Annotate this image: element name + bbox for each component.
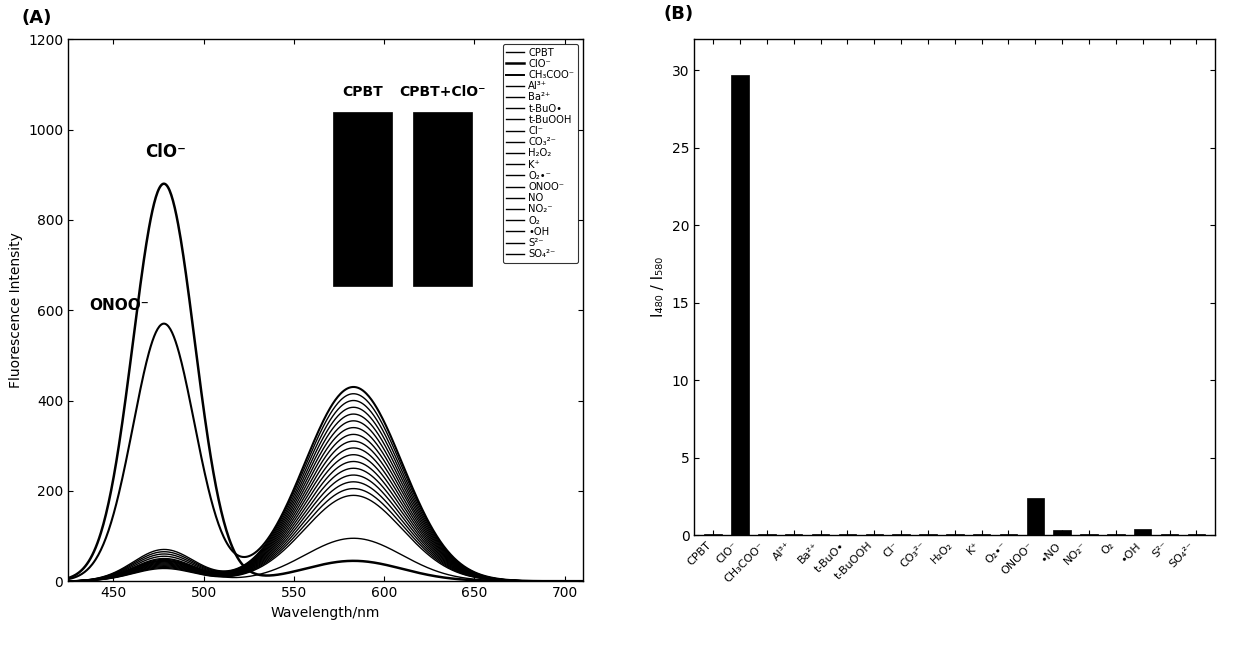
Bar xyxy=(919,534,936,535)
Bar xyxy=(1188,534,1205,535)
Bar xyxy=(758,534,775,535)
Text: CPBT: CPBT xyxy=(342,85,383,99)
Bar xyxy=(838,534,856,535)
Bar xyxy=(866,534,883,535)
Bar xyxy=(1135,529,1152,535)
Text: (A): (A) xyxy=(22,9,52,27)
Bar xyxy=(1054,530,1071,535)
Bar xyxy=(334,112,392,286)
Bar xyxy=(1161,534,1178,535)
Bar xyxy=(999,534,1017,535)
Bar xyxy=(413,112,472,286)
Bar xyxy=(893,534,910,535)
Bar xyxy=(1027,498,1044,535)
Bar xyxy=(946,534,963,535)
X-axis label: Wavelength/nm: Wavelength/nm xyxy=(270,605,381,620)
Legend: CPBT, ClO⁻, CH₃COO⁻, Al³⁺, Ba²⁺, t-BuO•, t-BuOOH, Cl⁻, CO₃²⁻, H₂O₂, K⁺, O₂•⁻, ON: CPBT, ClO⁻, CH₃COO⁻, Al³⁺, Ba²⁺, t-BuO•,… xyxy=(502,44,578,263)
Text: ONOO⁻: ONOO⁻ xyxy=(89,298,149,313)
Text: ClO⁻: ClO⁻ xyxy=(145,142,186,161)
Bar xyxy=(785,534,802,535)
Y-axis label: Fluorescence Intensity: Fluorescence Intensity xyxy=(9,232,22,388)
Bar xyxy=(732,75,749,535)
Bar xyxy=(704,534,722,535)
Bar xyxy=(812,534,830,535)
Bar xyxy=(1107,534,1125,535)
Text: CPBT+ClO⁻: CPBT+ClO⁻ xyxy=(399,85,486,99)
Bar xyxy=(973,534,991,535)
Text: (B): (B) xyxy=(663,5,693,24)
Y-axis label: I₄₈₀ / I₅₈₀: I₄₈₀ / I₅₈₀ xyxy=(651,257,666,317)
Bar xyxy=(1080,534,1097,535)
